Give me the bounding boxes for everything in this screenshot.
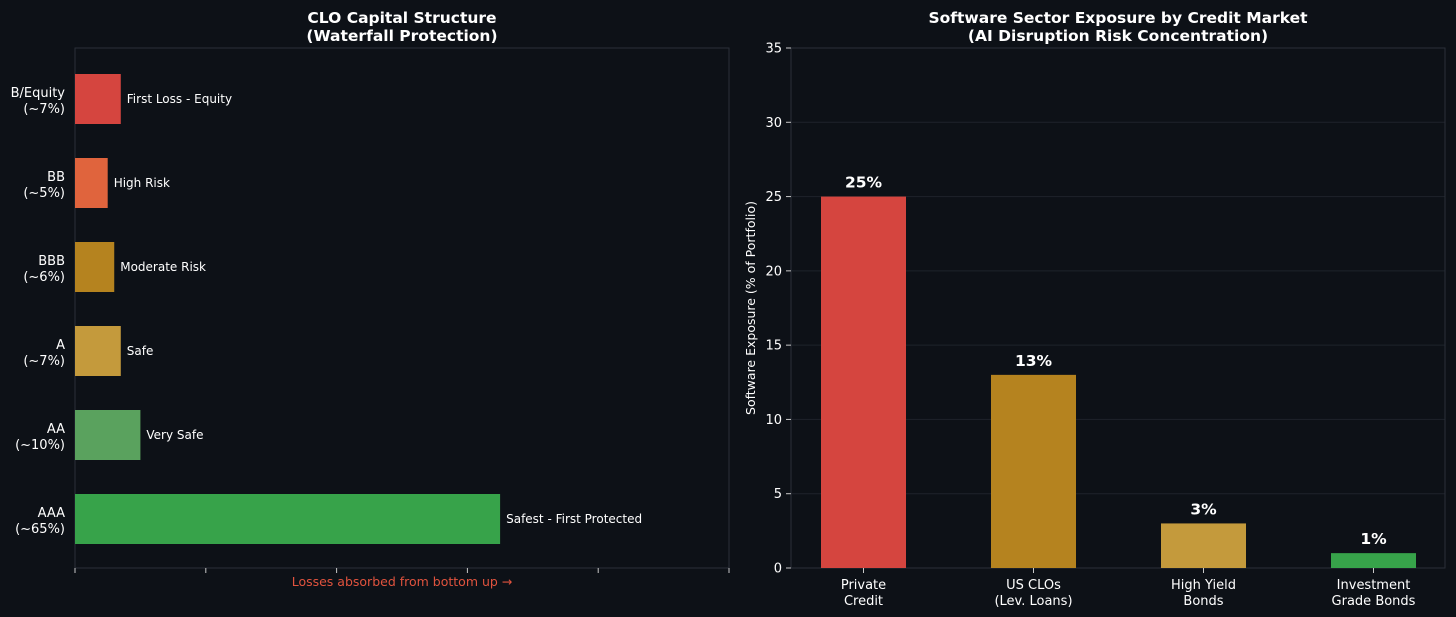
left-chart-title-line1: CLO Capital Structure (307, 9, 496, 27)
x-category-label-us-clos-lev-loans-line1: US CLOs (1006, 578, 1061, 593)
value-label-high-yield-bonds: 3% (1190, 500, 1217, 518)
category-share-b-equity: (~7%) (23, 102, 65, 117)
category-label-aa: AA (47, 422, 65, 437)
category-label-aaa: AAA (38, 506, 66, 521)
right-y-tick-label-35: 35 (765, 42, 782, 57)
category-label-bbb: BBB (38, 254, 65, 269)
bar-annotation-b-equity: First Loss - Equity (127, 92, 232, 106)
bar-aaa (75, 494, 501, 544)
bar-bb (75, 158, 108, 208)
category-label-a: A (56, 338, 65, 353)
category-share-aaa: (~65%) (15, 522, 65, 537)
right-chart-title-line1: Software Sector Exposure by Credit Marke… (928, 9, 1308, 27)
clo-capital-structure-chart: CLO Capital Structure (Waterfall Protect… (11, 9, 730, 589)
right-y-ticks: 0 5 10 15 20 25 30 35 (765, 42, 791, 577)
software-exposure-chart: Software Sector Exposure by Credit Marke… (743, 9, 1446, 609)
category-share-a: (~7%) (23, 354, 65, 369)
x-category-label-private-credit-line1: Private (841, 578, 886, 593)
left-plot-frame (74, 47, 730, 569)
right-plot-frame (790, 47, 1446, 569)
value-label-private-credit: 25% (845, 174, 883, 192)
value-label-investment-grade-bonds: 1% (1360, 530, 1387, 548)
x-category-label-investment-grade-bonds-line1: Investment (1337, 578, 1411, 593)
right-chart-title-line2: (AI Disruption Risk Concentration) (968, 27, 1268, 45)
right-y-tick-label-20: 20 (765, 264, 782, 279)
right-bars: 25% 13% 3% 1% (821, 174, 1416, 569)
left-x-axis-label: Losses absorbed from bottom up → (292, 574, 513, 589)
bar-annotation-aa: Very Safe (146, 428, 203, 442)
right-y-tick-label-30: 30 (765, 116, 782, 131)
bar-annotation-aaa: Safest - First Protected (506, 512, 642, 526)
right-y-tick-label-5: 5 (774, 487, 782, 502)
bar-b-equity (75, 74, 121, 124)
x-category-label-private-credit-line2: Credit (844, 594, 883, 609)
bar-annotation-bbb: Moderate Risk (120, 260, 206, 274)
right-y-tick-label-10: 10 (765, 413, 782, 428)
x-category-label-high-yield-bonds-line2: Bonds (1183, 594, 1223, 609)
value-label-us-clos-lev-loans: 13% (1015, 352, 1053, 370)
x-category-label-us-clos-lev-loans-line2: (Lev. Loans) (994, 594, 1072, 609)
x-category-label-high-yield-bonds-line1: High Yield (1171, 578, 1236, 593)
bar-bbb (75, 242, 115, 292)
category-share-aa: (~10%) (15, 438, 65, 453)
category-label-b-equity: B/Equity (11, 86, 66, 101)
right-y-tick-label-25: 25 (765, 190, 782, 205)
left-bars: AAA(~65%) Safest - First Protected AA(~10%… (11, 74, 642, 544)
bar-us-clos-lev-loans (991, 374, 1076, 568)
bar-private-credit (821, 196, 906, 569)
bar-high-yield-bonds (1161, 523, 1246, 568)
right-y-axis-label: Software Exposure (% of Portfolio) (743, 201, 758, 415)
bar-annotation-a: Safe (127, 344, 154, 358)
category-label-bb: BB (47, 170, 65, 185)
left-x-ticks (74, 568, 730, 573)
right-y-tick-label-15: 15 (765, 339, 782, 354)
bar-aa (75, 410, 141, 460)
category-share-bbb: (~6%) (23, 270, 65, 285)
category-share-bb: (~5%) (23, 186, 65, 201)
bar-a (75, 326, 121, 376)
x-category-label-investment-grade-bonds-line2: Grade Bonds (1332, 594, 1416, 609)
bar-investment-grade-bonds (1331, 553, 1416, 568)
left-chart-title-line2: (Waterfall Protection) (306, 27, 497, 45)
bar-annotation-bb: High Risk (114, 176, 170, 190)
right-y-tick-label-0: 0 (774, 562, 782, 577)
